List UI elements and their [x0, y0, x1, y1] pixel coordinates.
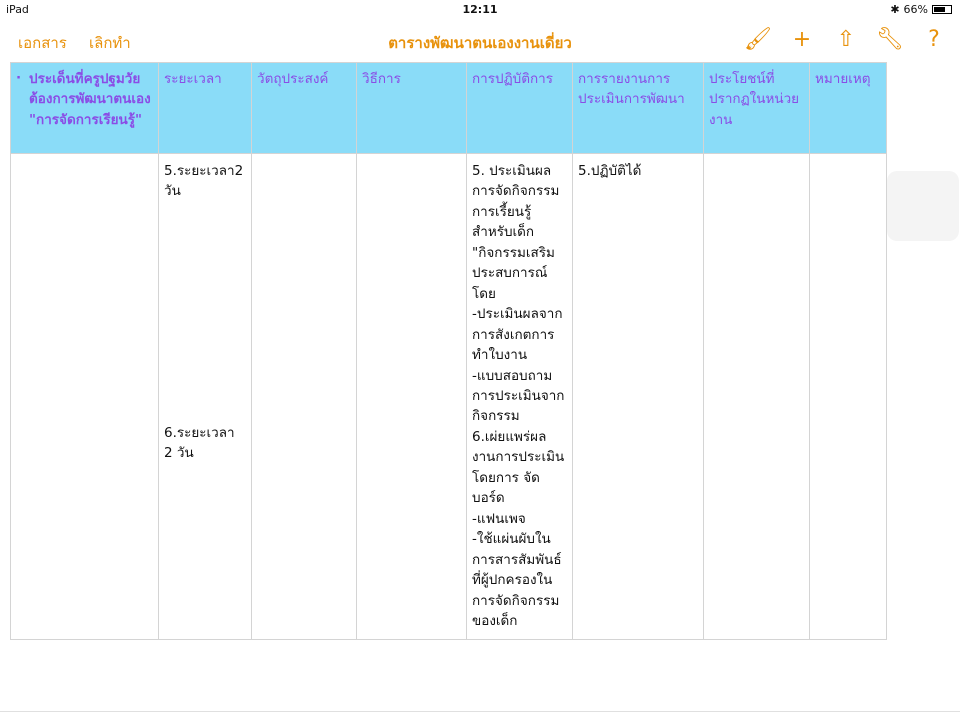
- bluetooth-icon: ✱: [890, 3, 900, 16]
- floating-panel-handle[interactable]: [887, 171, 959, 241]
- header-objective[interactable]: วัตถุประสงค์: [251, 62, 357, 154]
- cell-operation[interactable]: 5. ประเมินผล การจัดกิจกรรม การเรี้ยนรู้ …: [466, 152, 573, 641]
- duration-6: 6.ระยะเวลา 2 วัน: [164, 424, 235, 462]
- cell-benefit[interactable]: [703, 152, 810, 641]
- help-icon[interactable]: ?: [928, 26, 940, 52]
- documents-button[interactable]: เอกสาร: [18, 34, 67, 52]
- toolbar: เอกสาร เลิกทำ ตารางพัฒนาตนเองงานเดี่ยว 🖌…: [0, 20, 960, 60]
- status-bar: iPad 12:11 ✱ 66%: [0, 0, 960, 20]
- wrench-icon[interactable]: 🔧︎: [876, 26, 904, 52]
- cell-report[interactable]: 5.ปฏิบัติได้: [572, 152, 704, 641]
- cell-duration[interactable]: 5.ระยะเวลา2 วัน 6.ระยะเวลา 2 วัน: [158, 152, 252, 641]
- header-operation[interactable]: การปฏิบัติการ: [466, 62, 573, 154]
- header-report[interactable]: การรายงานการประเมินการพัฒนา: [572, 62, 704, 154]
- paintbrush-icon[interactable]: 🖌︎: [744, 26, 772, 52]
- development-table: · ประเด็นที่ครูปฐมวัยต้องการพัฒนาตนเอง "ก…: [10, 62, 887, 641]
- header-topic[interactable]: · ประเด็นที่ครูปฐมวัยต้องการพัฒนาตนเอง "ก…: [10, 62, 159, 154]
- table-row: 5.ระยะเวลา2 วัน 6.ระยะเวลา 2 วัน 5. ประเ…: [10, 152, 887, 641]
- header-method[interactable]: วิธีการ: [356, 62, 467, 154]
- header-row: · ประเด็นที่ครูปฐมวัยต้องการพัฒนาตนเอง "ก…: [10, 62, 887, 154]
- device-label: iPad: [6, 3, 29, 16]
- clock: 12:11: [462, 3, 498, 16]
- cell-objective[interactable]: [251, 152, 357, 641]
- battery-percent: 66%: [903, 3, 928, 16]
- battery-icon: [932, 5, 952, 14]
- undo-button[interactable]: เลิกทำ: [89, 34, 131, 52]
- header-duration[interactable]: ระยะเวลา: [158, 62, 252, 154]
- cell-topic[interactable]: [10, 152, 159, 641]
- duration-5: 5.ระยะเวลา2 วัน: [164, 163, 244, 200]
- document-title: ตารางพัฒนาตนเองงานเดี่ยว: [388, 34, 572, 52]
- cell-note[interactable]: [809, 152, 887, 641]
- share-icon[interactable]: ⇧: [836, 26, 856, 52]
- header-note[interactable]: หมายเหตุ: [809, 62, 887, 154]
- divider: [0, 711, 960, 712]
- header-benefit[interactable]: ประโยชน์ที่ปรากฏในหน่วยงาน: [703, 62, 810, 154]
- plus-icon[interactable]: +: [792, 26, 812, 52]
- cell-method[interactable]: [356, 152, 467, 641]
